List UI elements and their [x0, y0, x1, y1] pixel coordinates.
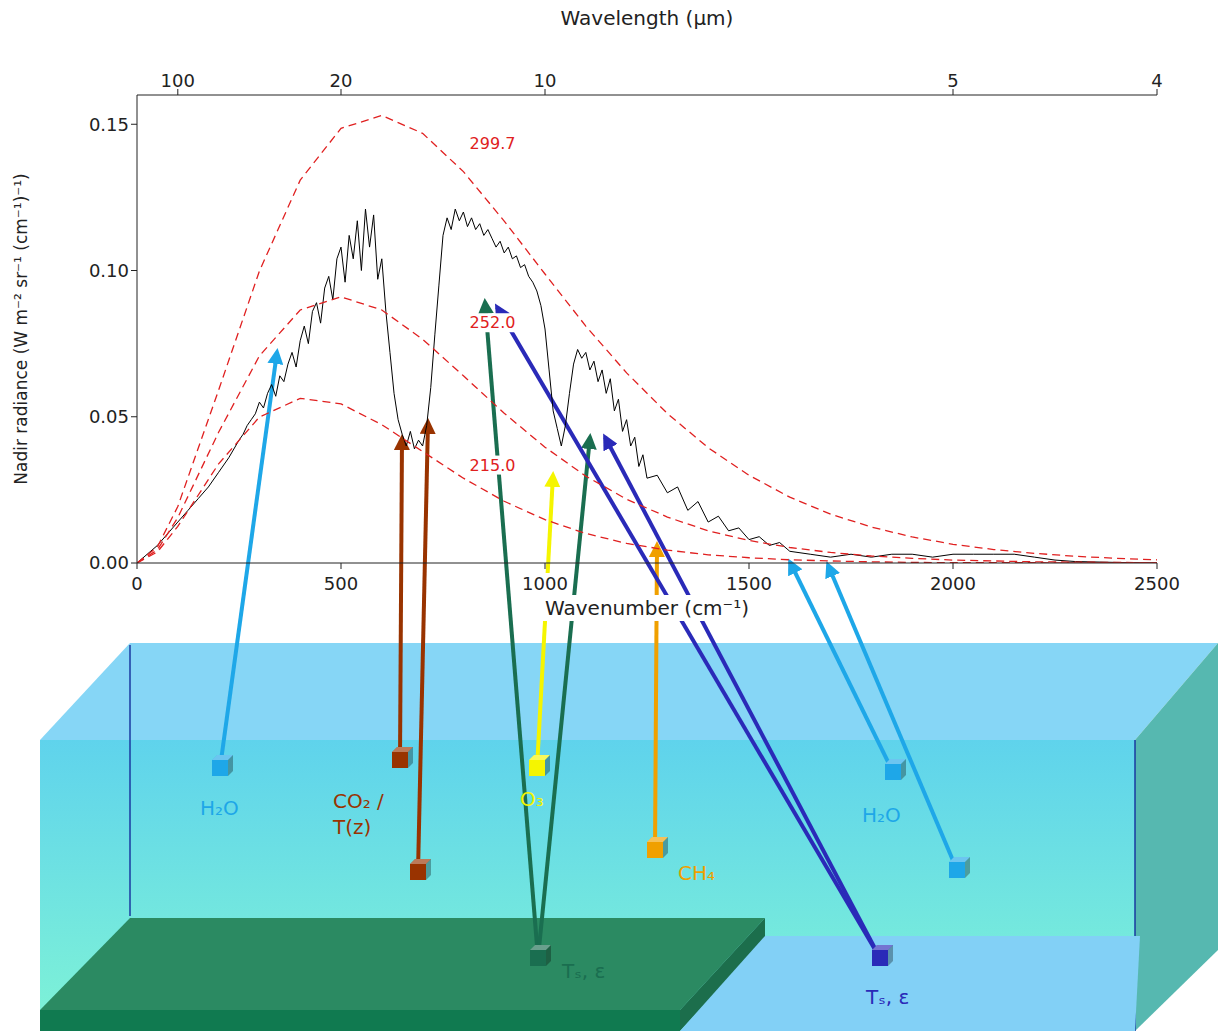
svg-text:20: 20: [330, 70, 353, 91]
svg-text:10: 10: [534, 70, 557, 91]
svg-text:Tₛ, ε: Tₛ, ε: [561, 959, 605, 983]
svg-text:5: 5: [947, 70, 958, 91]
svg-text:1000: 1000: [522, 573, 568, 594]
svg-text:4: 4: [1151, 70, 1162, 91]
svg-text:CH₄: CH₄: [678, 861, 715, 885]
svg-text:CO₂ /T(z): CO₂ /T(z): [332, 789, 384, 839]
svg-text:0.15: 0.15: [89, 114, 129, 135]
svg-text:Wavenumber (cm⁻¹): Wavenumber (cm⁻¹): [545, 596, 749, 620]
svg-text:2500: 2500: [1134, 573, 1180, 594]
svg-text:H₂O: H₂O: [200, 796, 239, 820]
svg-text:Nadir radiance (W m⁻² sr⁻¹ (cm: Nadir radiance (W m⁻² sr⁻¹ (cm⁻¹)⁻¹): [11, 173, 31, 484]
html-text:Wavelength (µm): Wavelength (µm): [560, 6, 734, 30]
svg-text:500: 500: [324, 573, 358, 594]
svg-text:215.0: 215.0: [470, 456, 516, 475]
svg-text:O₃: O₃: [520, 787, 544, 811]
svg-text:1500: 1500: [726, 573, 772, 594]
svg-text:0.00: 0.00: [89, 552, 129, 573]
svg-text:299.7: 299.7: [470, 134, 516, 153]
svg-text:252.0: 252.0: [470, 313, 516, 332]
svg-text:100: 100: [161, 70, 195, 91]
svg-text:Tₛ, ε: Tₛ, ε: [865, 985, 909, 1009]
svg-text:0: 0: [131, 573, 142, 594]
svg-text:0.05: 0.05: [89, 406, 129, 427]
svg-text:0.10: 0.10: [89, 260, 129, 281]
svg-text:H₂O: H₂O: [862, 803, 901, 827]
svg-text:2000: 2000: [930, 573, 976, 594]
